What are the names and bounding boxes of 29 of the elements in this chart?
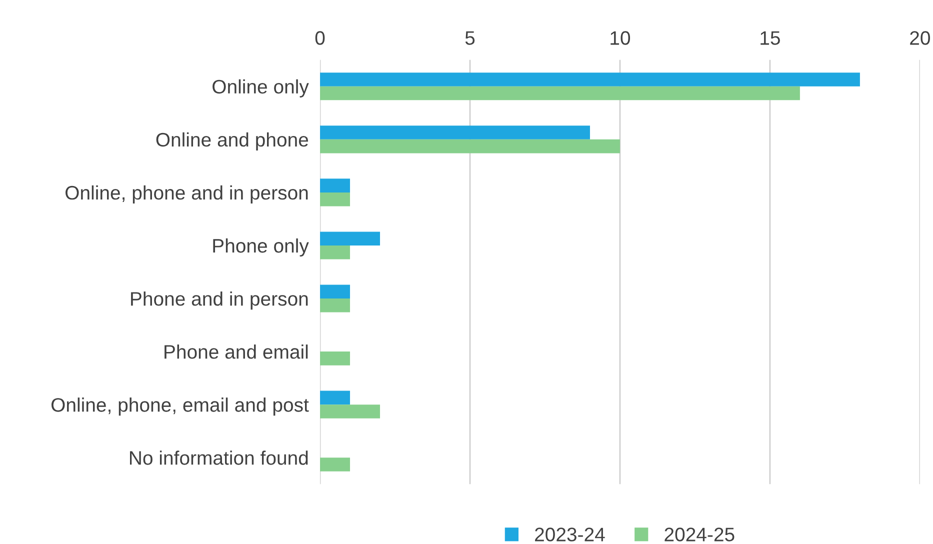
y-tick-label: Phone only: [213, 238, 309, 257]
x-tick-label: 5: [465, 31, 475, 45]
bar: [320, 232, 380, 246]
y-tick-label: Online and phone: [156, 132, 308, 150]
bar: [320, 178, 350, 192]
bar: [320, 352, 350, 366]
y-tick-label: Online only: [212, 79, 309, 98]
y-tick-label: No information found: [130, 450, 308, 465]
bar: [320, 245, 350, 260]
x-tick-label: 20: [910, 31, 930, 45]
x-tick-label: 10: [610, 31, 630, 45]
bar: [320, 192, 350, 206]
y-tick-label: Online, phone, email and post: [51, 398, 309, 416]
y-tick-label: Phone and email: [164, 344, 308, 359]
bar: [320, 139, 620, 154]
legend-label: 2024-25: [664, 528, 734, 542]
x-tick-label: 0: [315, 31, 325, 45]
y-tick-label: Phone and in person: [131, 291, 308, 310]
bar: [320, 126, 590, 140]
bar: [320, 458, 350, 472]
bar: [320, 284, 350, 299]
bar: [320, 72, 860, 86]
bar: [320, 390, 350, 405]
x-tick-label: 15: [760, 31, 780, 45]
y-tick-label: Online, phone and in person: [66, 185, 308, 204]
bar: [320, 86, 800, 100]
bar: [320, 404, 380, 418]
legend-label: 2023-24: [535, 528, 605, 542]
bar: [320, 298, 350, 312]
